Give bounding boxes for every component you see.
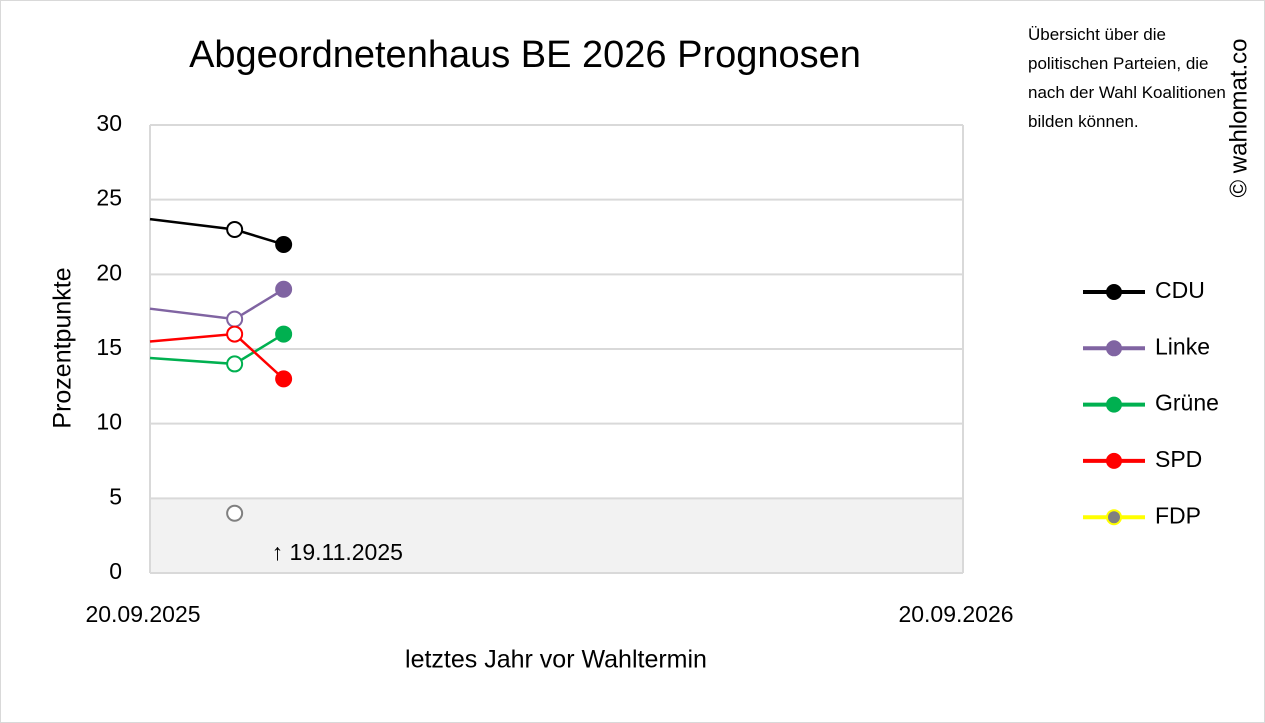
x-tick-label: 20.09.2026 xyxy=(898,601,1013,627)
y-tick-label: 25 xyxy=(96,185,122,211)
point xyxy=(226,310,244,328)
y-tick-label: 15 xyxy=(96,334,122,360)
legend-label: CDU xyxy=(1155,277,1205,303)
legend-label: SPD xyxy=(1155,446,1202,472)
annotation: ↑ 19.11.2025 xyxy=(272,539,403,565)
legend-marker xyxy=(1106,396,1122,413)
x-axis-title: letztes Jahr vor Wahltermin xyxy=(405,646,707,674)
point xyxy=(226,325,244,343)
legend-label: Linke xyxy=(1155,333,1210,359)
credit: © wahlomat.co xyxy=(1225,38,1252,197)
point xyxy=(226,504,244,522)
legend-marker xyxy=(1106,284,1122,300)
point xyxy=(275,235,293,253)
note: Übersicht über die politischen Parteien,… xyxy=(1028,25,1226,131)
y-tick-label: 20 xyxy=(96,259,122,285)
legend-label: Grüne xyxy=(1155,390,1219,416)
x-tick-label: 20.09.2025 xyxy=(85,601,200,627)
y-axis-title: Prozentpunkte xyxy=(49,267,77,428)
chart-title: Abgeordnetenhaus BE 2026 Prognosen xyxy=(189,34,861,76)
point xyxy=(275,280,293,298)
threshold-band xyxy=(150,498,963,573)
y-tick-label: 30 xyxy=(96,110,122,136)
point xyxy=(226,221,244,239)
point xyxy=(275,370,293,388)
y-tick-label: 10 xyxy=(96,409,122,435)
legend-marker xyxy=(1106,452,1122,469)
legend-marker xyxy=(1106,509,1122,526)
legend-marker xyxy=(1106,340,1122,357)
y-tick-label: 0 xyxy=(109,558,122,584)
point xyxy=(226,355,244,373)
point xyxy=(275,325,293,343)
legend-label: FDP xyxy=(1155,502,1201,528)
y-tick-label: 5 xyxy=(109,483,122,509)
